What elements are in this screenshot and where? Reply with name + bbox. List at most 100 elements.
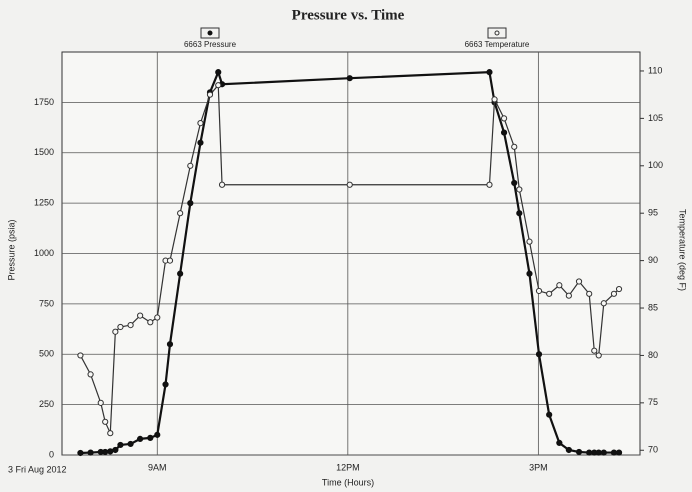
data-point xyxy=(565,292,572,299)
y2-tick-label: 80 xyxy=(648,350,658,360)
y-tick-label: 1250 xyxy=(34,198,54,208)
y-tick-label: 1750 xyxy=(34,97,54,107)
data-point xyxy=(516,210,523,217)
legend-box xyxy=(487,27,507,39)
data-point xyxy=(197,120,204,127)
data-point xyxy=(586,449,593,456)
legend-marker xyxy=(207,30,213,36)
data-point xyxy=(575,278,583,285)
y2-tick-label: 75 xyxy=(648,397,658,407)
x-tick-label: 9AM xyxy=(148,462,167,472)
data-point xyxy=(102,448,109,456)
data-point xyxy=(595,352,602,359)
data-point xyxy=(97,399,104,406)
data-point xyxy=(147,319,154,326)
y-tick-label: 1000 xyxy=(34,248,54,258)
x-tick-label: 3PM xyxy=(529,462,548,472)
chart-title: Pressure vs. Time xyxy=(292,7,405,23)
data-point xyxy=(147,434,154,441)
data-point xyxy=(615,449,623,456)
data-point xyxy=(218,181,226,188)
data-point xyxy=(556,282,563,289)
data-point xyxy=(600,449,607,456)
data-point xyxy=(575,448,583,456)
data-point xyxy=(516,186,523,193)
data-point xyxy=(154,431,161,438)
data-point xyxy=(565,446,572,454)
data-point xyxy=(127,321,134,329)
data-point xyxy=(117,441,124,449)
data-point xyxy=(595,449,602,456)
y2-tick-label: 110 xyxy=(648,65,662,75)
data-point xyxy=(166,341,174,348)
data-point xyxy=(535,287,543,295)
y-tick-label: 0 xyxy=(49,449,54,459)
legend-label: 6663 Temperature xyxy=(465,40,530,49)
data-point xyxy=(107,448,114,455)
data-point xyxy=(137,312,144,319)
y2-tick-label: 95 xyxy=(648,208,658,218)
data-point xyxy=(154,314,161,321)
data-point xyxy=(346,75,353,82)
data-point xyxy=(491,96,498,103)
y2-axis-label: Temperature (deg F) xyxy=(678,209,688,291)
data-point xyxy=(206,91,214,98)
y-tick-label: 750 xyxy=(39,298,54,308)
y-tick-label: 500 xyxy=(39,349,54,359)
data-point xyxy=(526,238,533,245)
data-point xyxy=(615,285,623,293)
data-point xyxy=(177,210,184,217)
data-point xyxy=(511,179,518,187)
data-point xyxy=(486,181,493,188)
data-point xyxy=(177,270,184,277)
y2-tick-label: 105 xyxy=(648,113,663,123)
y-tick-label: 1500 xyxy=(34,147,54,157)
legend-label: 6663 Pressure xyxy=(184,40,237,49)
data-point xyxy=(610,290,618,297)
data-point xyxy=(486,69,493,76)
data-point xyxy=(187,162,194,169)
data-point xyxy=(112,328,119,335)
y2-tick-label: 90 xyxy=(648,255,658,265)
data-point xyxy=(107,430,114,437)
data-point xyxy=(102,418,109,425)
data-point xyxy=(137,435,144,442)
data-point xyxy=(77,352,84,359)
data-point xyxy=(215,82,222,89)
legend-marker xyxy=(494,30,500,36)
data-point xyxy=(546,290,553,297)
data-point xyxy=(87,449,94,456)
legend-box xyxy=(200,27,220,39)
data-point xyxy=(215,69,222,76)
y-tick-label: 250 xyxy=(39,399,54,409)
data-point xyxy=(500,115,508,122)
data-point xyxy=(187,200,194,207)
data-point xyxy=(500,129,508,136)
data-point xyxy=(117,323,124,331)
data-point xyxy=(77,449,84,457)
x-axis-label: Time (Hours) xyxy=(322,477,374,487)
data-point xyxy=(556,439,563,447)
date-label: 3 Fri Aug 2012 xyxy=(8,464,67,474)
data-point xyxy=(610,449,618,456)
data-point xyxy=(591,347,598,354)
y2-tick-label: 85 xyxy=(648,302,658,312)
data-point xyxy=(112,446,119,454)
y2-tick-label: 100 xyxy=(648,160,663,170)
data-point xyxy=(127,440,134,448)
data-point xyxy=(166,257,174,264)
data-point xyxy=(87,371,94,378)
data-point xyxy=(546,411,553,418)
data-point xyxy=(535,351,543,358)
data-point xyxy=(586,290,593,297)
y-axis-label: Pressure (psia) xyxy=(6,219,16,280)
y2-tick-label: 70 xyxy=(648,445,658,455)
data-point xyxy=(197,139,204,146)
data-point xyxy=(511,143,518,150)
data-point xyxy=(346,181,353,188)
data-point xyxy=(600,300,607,307)
data-point xyxy=(526,270,533,277)
x-tick-label: 12PM xyxy=(336,462,360,472)
data-point xyxy=(162,381,169,388)
